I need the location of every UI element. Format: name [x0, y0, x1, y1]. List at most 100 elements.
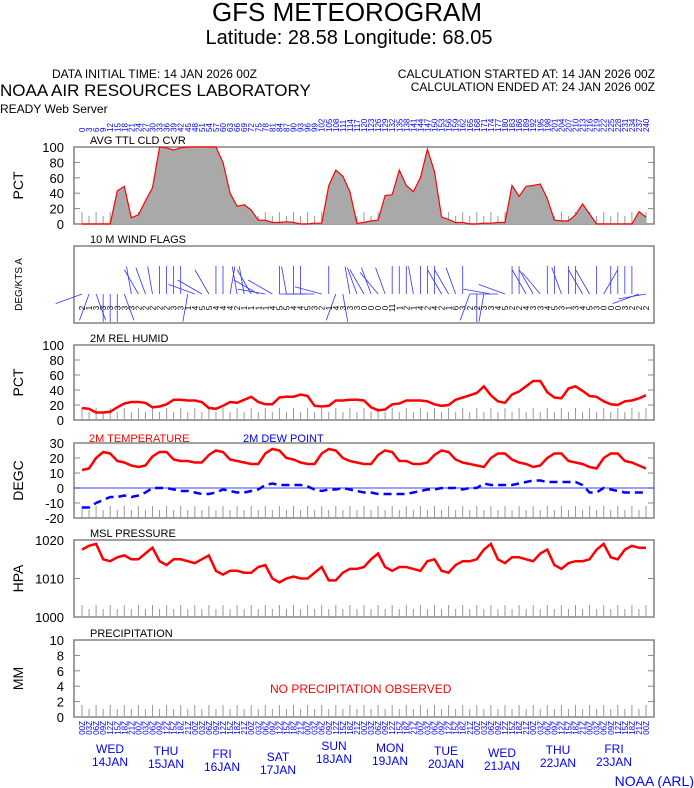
wind-barb — [445, 267, 457, 295]
wind-speed-label: 1 — [184, 305, 193, 310]
forecast-hour-label: 24 — [134, 123, 143, 132]
utc-hour-label: 15Z — [170, 721, 179, 735]
wind-speed-label: 3 — [480, 305, 489, 310]
wind-speed-label: 2 — [635, 305, 644, 310]
day-label: WED — [488, 746, 516, 760]
wind-speed-label: 4 — [431, 305, 440, 310]
day-label: THU — [154, 744, 179, 758]
forecast-hour-label: 96 — [304, 123, 313, 132]
y-tick-label: 0 — [57, 710, 64, 725]
utc-hour-label: 12Z — [332, 721, 341, 735]
wind-speed-label: 3 — [99, 305, 108, 310]
date-label: 19JAN — [372, 754, 408, 768]
wind-barb — [147, 266, 153, 295]
utc-hour-label: 12Z — [163, 721, 172, 735]
wind-barb — [294, 286, 322, 295]
forecast-hour-label: 159 — [452, 118, 461, 132]
utc-hour-label: 06Z — [431, 721, 440, 735]
utc-hour-label: 06Z — [487, 721, 496, 735]
utc-hour-label: 21Z — [409, 721, 418, 735]
y-tick-label: 60 — [50, 368, 64, 383]
y-tick-label: 80 — [50, 353, 64, 368]
utc-hour-label: 12Z — [614, 721, 623, 735]
wind-barb — [375, 267, 386, 295]
wind-barb — [463, 288, 491, 295]
wind-barb — [346, 267, 358, 295]
forecast-hour-label: 42 — [177, 123, 186, 132]
wind-speed-label: 2 — [141, 305, 150, 310]
utc-hour-label: 06Z — [205, 721, 214, 735]
utc-hour-label: 18Z — [233, 721, 242, 735]
forecast-hour-label: 219 — [593, 118, 602, 132]
rel-humid-line — [81, 379, 647, 414]
location: Latitude: 28.58 Longitude: 68.05 — [206, 27, 493, 49]
y-tick-label: 2 — [57, 695, 64, 710]
utc-hour-label: 09Z — [156, 721, 165, 735]
wind-speed-label: 5 — [275, 305, 284, 310]
y-tick-label: 100 — [42, 140, 64, 155]
cloud-cover-area — [82, 147, 646, 224]
forecast-hour-label: 57 — [212, 123, 221, 132]
utc-hour-label: 21Z — [240, 721, 249, 735]
wind-barb — [521, 272, 541, 295]
forecast-hour-label: 18 — [120, 123, 129, 132]
wind-speed-label: 2 — [628, 305, 637, 310]
utc-hour-label: 09Z — [212, 721, 221, 735]
y-tick-label: -20 — [45, 511, 64, 526]
utc-hour-label: 12Z — [501, 721, 510, 735]
organization: NOAA AIR RESOURCES LABORATORY — [0, 81, 311, 100]
utc-hour-label: 00Z — [360, 721, 369, 735]
day-label: THU — [546, 743, 571, 757]
wind-speed-label: 4 — [219, 305, 228, 310]
y-tick-label: 4 — [57, 679, 64, 694]
y-tick-label: 40 — [50, 383, 64, 398]
utc-hour-label: 15Z — [282, 721, 291, 735]
forecast-hour-label: 51 — [198, 123, 207, 132]
date-label: 20JAN — [428, 757, 464, 771]
no-precip-note: NO PRECIPITATION OBSERVED — [270, 682, 452, 696]
forecast-hour-label: 69 — [240, 123, 249, 132]
wind-speed-label: 5 — [501, 305, 510, 310]
wind-speed-label: 1 — [254, 305, 263, 310]
utc-hour-label: 15Z — [564, 721, 573, 735]
forecast-hour-label: 30 — [149, 123, 158, 132]
cloud-cover-line — [82, 146, 647, 225]
forecast-hour-label: 204 — [557, 118, 566, 132]
forecast-hour-label: 231 — [621, 118, 630, 132]
forecast-hour-label: 213 — [579, 118, 588, 132]
wind-barb — [408, 266, 414, 295]
wind-speed-label: 6 — [452, 305, 461, 310]
utc-hour-label: 09Z — [607, 721, 616, 735]
forecast-hour-label: 93 — [297, 123, 306, 132]
y-axis-label: DEGC — [10, 460, 26, 500]
panel-title: PRECIPITATION — [90, 628, 173, 640]
utc-hour-label: 00Z — [304, 721, 313, 735]
wind-speed-label: 3 — [353, 305, 362, 310]
wind-barb — [126, 266, 132, 295]
wind-speed-label: 3 — [459, 305, 468, 310]
utc-hour-label: 03Z — [141, 721, 150, 735]
forecast-hour-label: 228 — [614, 118, 623, 132]
forecast-hour-label: 183 — [508, 118, 517, 132]
wind-speed-label: 3 — [346, 305, 355, 310]
temperature-line — [81, 447, 647, 472]
y-tick-label: 20 — [50, 398, 64, 413]
utc-hour-label: 21Z — [466, 721, 475, 735]
forecast-hour-label: 72 — [247, 123, 256, 132]
forecast-hour-label: 12 — [106, 123, 115, 132]
utc-hour-label: 06Z — [261, 721, 270, 735]
wind-barb — [359, 272, 379, 295]
wind-speed-label: 1 — [240, 305, 249, 310]
forecast-hour-label: 222 — [600, 118, 609, 132]
forecast-hour-label: 33 — [156, 123, 165, 132]
wind-speed-label: 2 — [318, 305, 327, 310]
pressure-line — [81, 541, 646, 584]
forecast-hour-label: 171 — [480, 118, 489, 132]
forecast-hour-label: 126 — [374, 118, 383, 132]
utc-hour-label: 00Z — [247, 721, 256, 735]
forecast-hour-label: 201 — [550, 118, 559, 132]
wind-speed-label: 4 — [332, 305, 341, 310]
y-tick-label: 10 — [50, 633, 64, 648]
wind-speed-label: 3 — [170, 305, 179, 310]
wind-barb — [427, 269, 442, 295]
